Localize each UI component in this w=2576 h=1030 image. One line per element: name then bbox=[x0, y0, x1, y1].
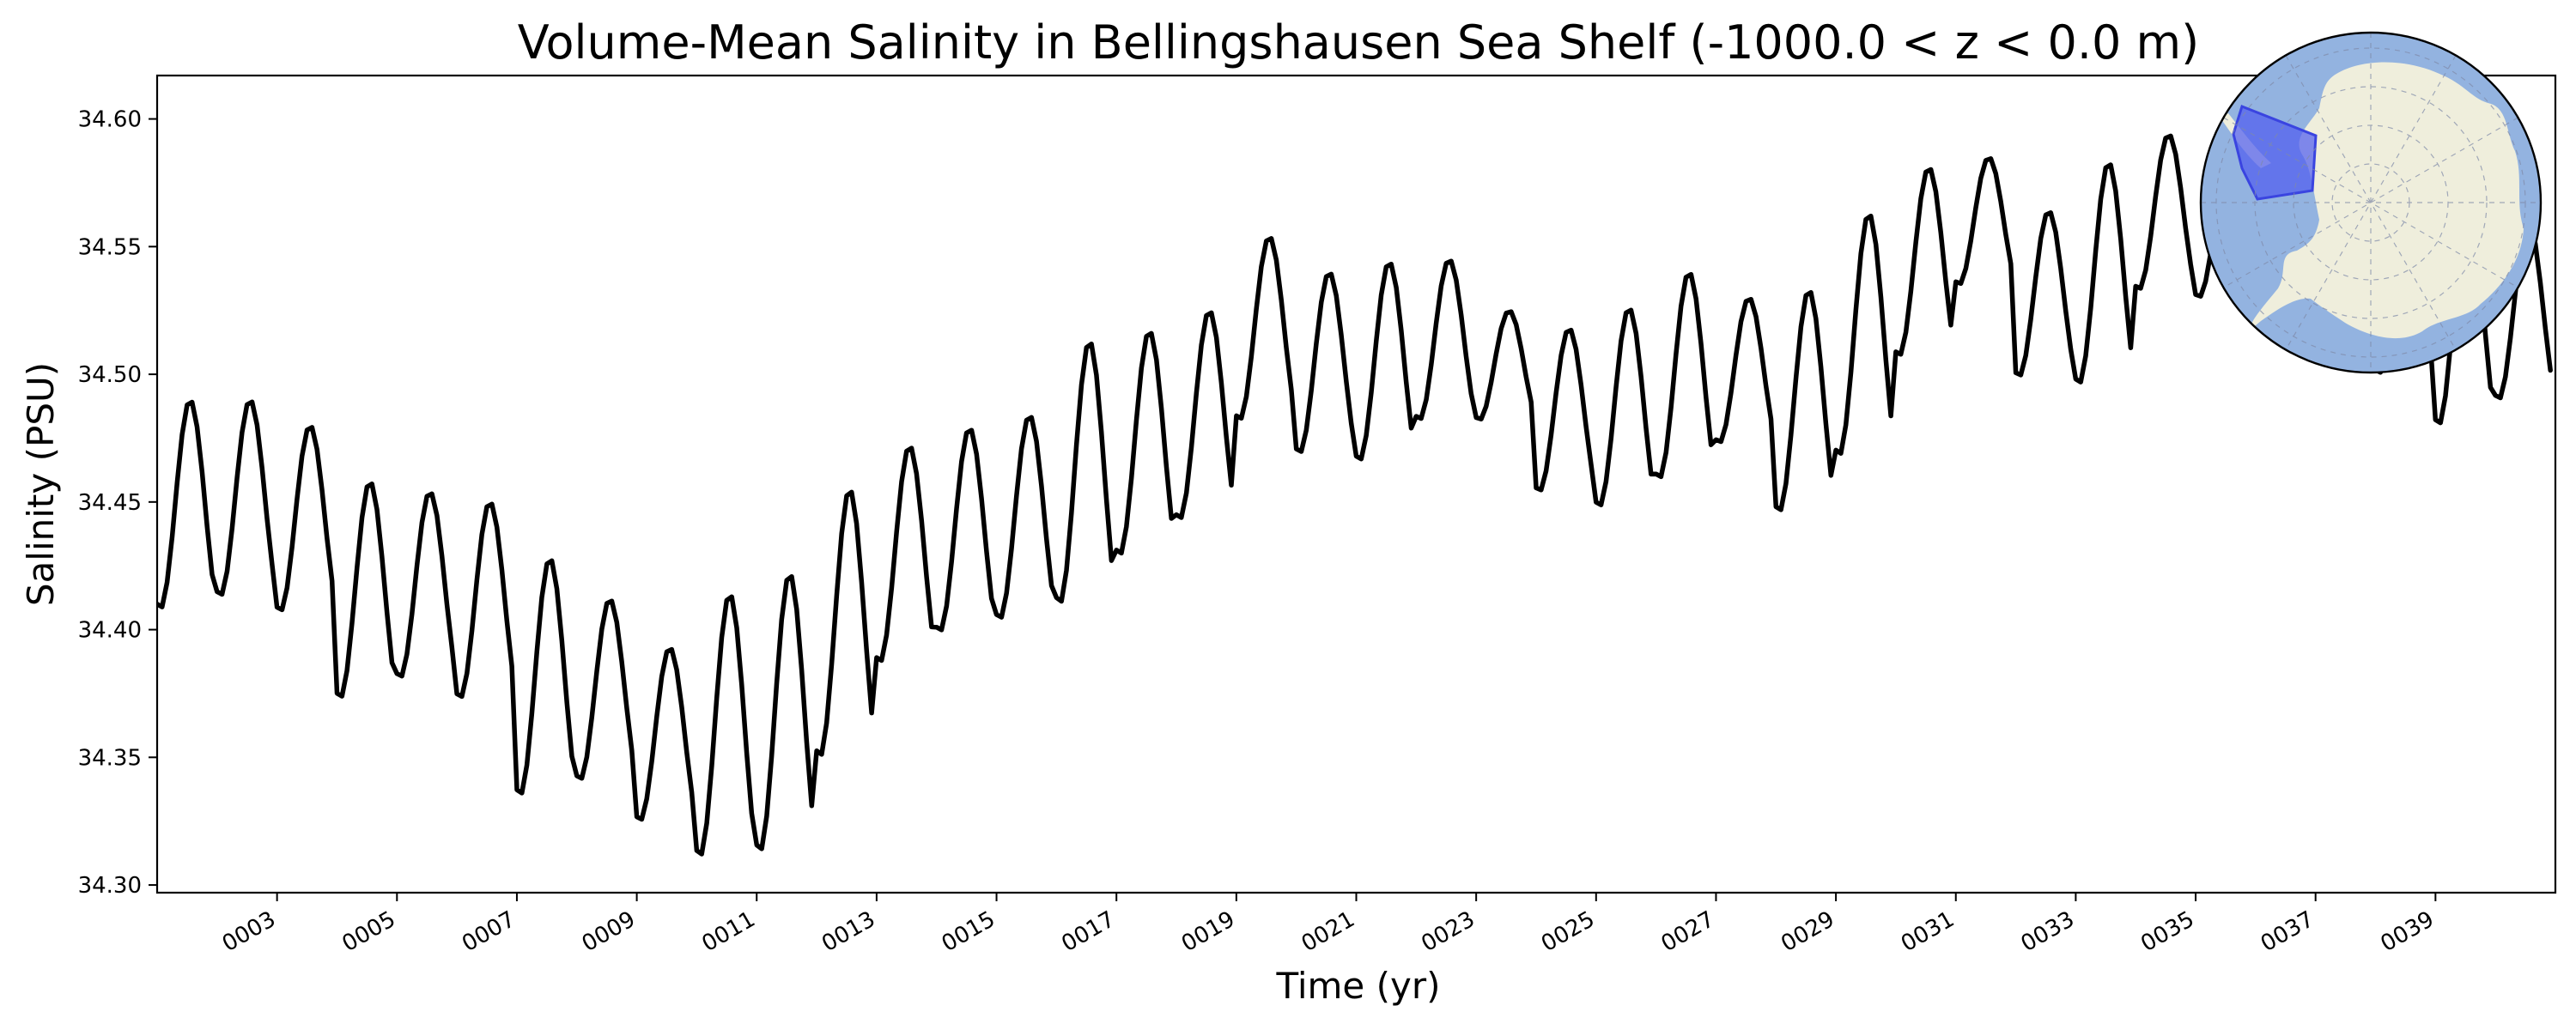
y-tick-label: 34.35 bbox=[78, 745, 142, 771]
inset-map bbox=[2199, 31, 2543, 374]
y-axis-label: Salinity (PSU) bbox=[20, 362, 62, 606]
x-axis-label: Time (yr) bbox=[1275, 965, 1440, 1007]
y-axis: 34.30 34.35 34.40 34.45 34.50 34.55 34.60 bbox=[78, 107, 157, 899]
y-tick-label: 34.40 bbox=[78, 618, 142, 644]
bellingshausen-region bbox=[2232, 105, 2318, 201]
y-tick-label: 34.45 bbox=[78, 490, 142, 516]
antarctica-landmass bbox=[2250, 62, 2524, 339]
map-border bbox=[2199, 31, 2543, 374]
chart-title: Volume-Mean Salinity in Bellingshausen S… bbox=[518, 15, 2199, 70]
y-tick-label: 34.50 bbox=[78, 362, 142, 388]
y-tick-label: 34.30 bbox=[78, 873, 142, 899]
map-gridlines bbox=[2201, 33, 2541, 373]
series-line-salinity bbox=[157, 133, 2553, 857]
y-tick-label: 34.55 bbox=[78, 234, 142, 260]
series-group bbox=[157, 133, 2553, 857]
y-tick-label: 34.60 bbox=[78, 107, 142, 133]
